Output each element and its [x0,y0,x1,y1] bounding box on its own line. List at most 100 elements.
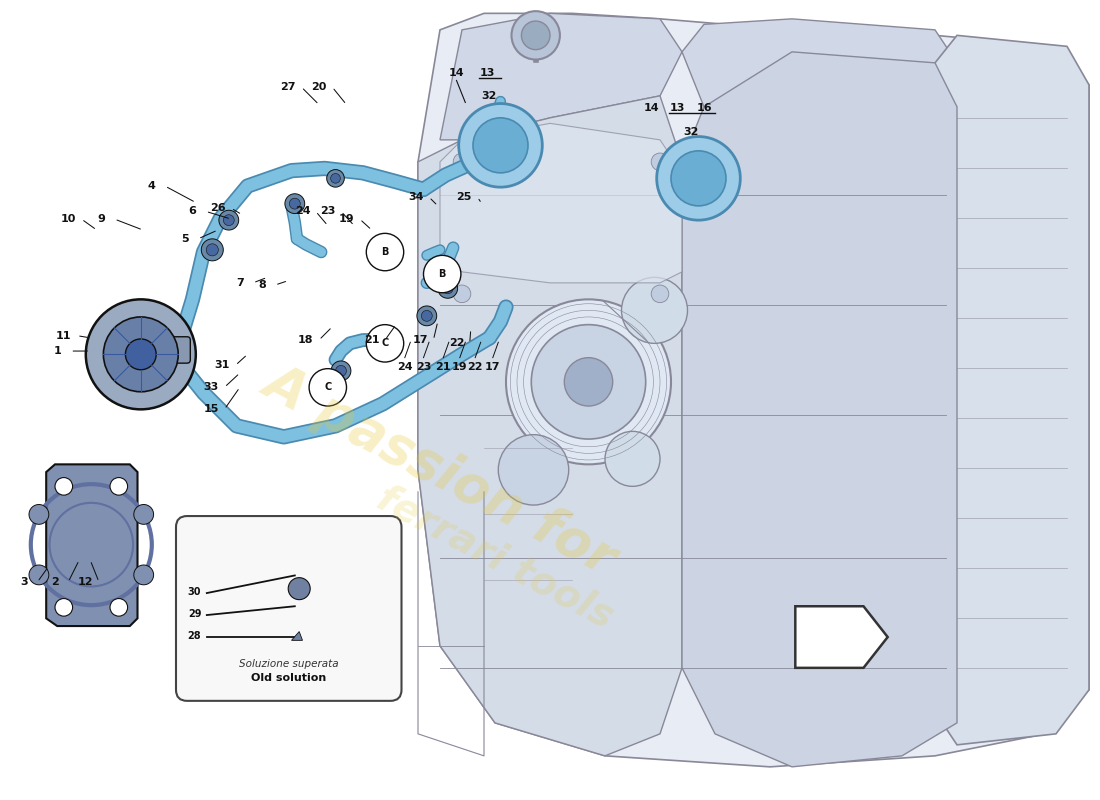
Circle shape [219,210,239,230]
Polygon shape [795,606,888,668]
Text: B: B [439,269,446,279]
Text: 13: 13 [670,103,685,114]
Polygon shape [418,14,1089,767]
Text: 13: 13 [480,68,495,78]
Circle shape [605,431,660,486]
Circle shape [438,278,458,298]
Text: 20: 20 [311,82,327,92]
Text: 23: 23 [416,362,431,372]
Polygon shape [440,123,682,283]
Circle shape [55,478,73,495]
Circle shape [327,170,344,187]
Text: 17: 17 [412,335,428,345]
FancyBboxPatch shape [176,516,402,701]
Text: 28: 28 [188,631,201,641]
Text: 7: 7 [235,278,244,288]
Text: B: B [382,247,388,257]
Circle shape [86,299,196,410]
Text: 12: 12 [78,577,94,587]
Text: A passion for: A passion for [255,355,625,585]
Polygon shape [418,96,682,756]
Circle shape [564,358,613,406]
Text: 19: 19 [339,214,354,224]
Circle shape [453,285,471,302]
Circle shape [651,153,669,170]
FancyBboxPatch shape [160,337,190,363]
Text: 23: 23 [320,206,336,216]
Text: 24: 24 [295,206,310,216]
Circle shape [651,285,669,302]
Circle shape [366,325,404,362]
Text: 21: 21 [436,362,451,372]
Text: 17: 17 [485,362,501,372]
Text: 32: 32 [683,126,698,137]
Polygon shape [292,631,302,640]
Circle shape [421,310,432,322]
Text: 29: 29 [188,609,201,619]
Text: 30: 30 [188,587,201,597]
Text: 22: 22 [468,362,483,372]
Circle shape [223,214,234,226]
Text: 18: 18 [298,335,314,345]
Circle shape [473,118,528,173]
Polygon shape [671,151,726,200]
Text: C: C [382,338,388,348]
Circle shape [531,325,646,439]
Text: 5: 5 [182,234,188,244]
Text: 32: 32 [482,91,497,102]
Circle shape [110,598,128,616]
Text: 16: 16 [696,103,712,114]
Circle shape [331,174,340,183]
Text: ferrari tools: ferrari tools [371,479,619,636]
Circle shape [442,283,453,294]
Circle shape [288,578,310,600]
Circle shape [201,239,223,261]
Polygon shape [473,118,528,167]
Text: 24: 24 [397,362,412,372]
Polygon shape [682,52,957,767]
Circle shape [373,328,393,348]
Circle shape [366,234,404,270]
Text: 15: 15 [204,404,219,414]
Text: Soluzione superata: Soluzione superata [239,659,339,669]
Circle shape [417,306,437,326]
Circle shape [55,598,73,616]
Text: 22: 22 [449,338,464,348]
Circle shape [331,361,351,381]
Circle shape [521,21,550,50]
Circle shape [134,505,154,524]
Text: 10: 10 [60,214,76,224]
Text: 8: 8 [257,280,266,290]
Circle shape [285,194,305,214]
Text: 34: 34 [408,192,424,202]
Text: Old solution: Old solution [251,674,327,683]
Circle shape [29,565,48,585]
Text: 26: 26 [210,203,225,213]
Text: 25: 25 [456,192,472,202]
Circle shape [377,333,388,343]
Polygon shape [46,464,138,626]
Text: 6: 6 [188,206,197,216]
Text: 11: 11 [56,330,72,341]
Circle shape [134,565,154,585]
Text: 21: 21 [364,335,380,345]
Text: 9: 9 [97,214,106,224]
Text: 19: 19 [452,362,468,372]
Polygon shape [440,14,682,140]
Text: 27: 27 [280,82,296,92]
Text: 1: 1 [53,346,62,356]
Circle shape [309,369,346,406]
Text: 2: 2 [51,577,59,587]
Text: 31: 31 [214,360,230,370]
Circle shape [336,366,346,376]
Text: 4: 4 [147,181,156,191]
Circle shape [207,244,218,256]
Circle shape [103,317,178,392]
Circle shape [289,198,300,209]
Circle shape [459,103,542,187]
Circle shape [506,299,671,464]
Circle shape [453,153,471,170]
Text: 14: 14 [449,68,464,78]
Circle shape [512,11,560,59]
Text: 33: 33 [204,382,219,392]
